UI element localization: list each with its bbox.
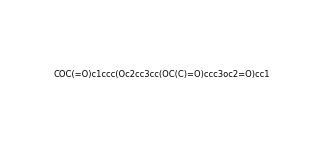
Text: COC(=O)c1ccc(Oc2cc3cc(OC(C)=O)ccc3oc2=O)cc1: COC(=O)c1ccc(Oc2cc3cc(OC(C)=O)ccc3oc2=O)… — [53, 70, 270, 78]
